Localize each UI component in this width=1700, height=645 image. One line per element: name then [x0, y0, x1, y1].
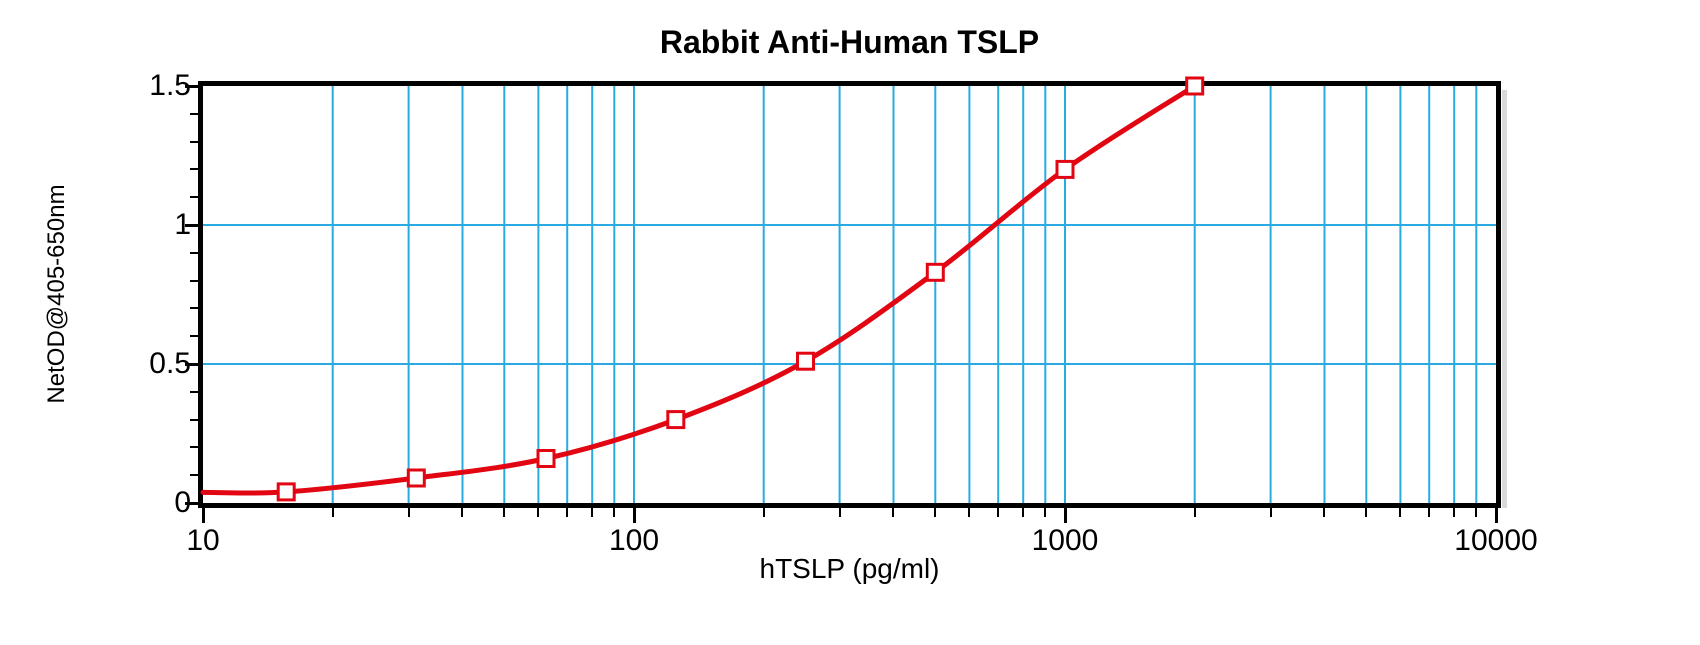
y-axis-tick-label: 1.5: [149, 69, 191, 102]
data-point-marker: [406, 468, 426, 488]
x-axis-minor-tick: [613, 508, 616, 517]
y-axis-minor-tick: [190, 196, 198, 199]
x-axis-minor-tick: [461, 508, 464, 517]
x-axis-minor-tick: [1269, 508, 1272, 517]
x-axis-tick-label: 10000: [1454, 524, 1538, 557]
x-axis-major-tick: [1494, 508, 1498, 523]
data-point-marker: [796, 351, 815, 371]
y-axis-minor-tick: [190, 279, 198, 282]
x-axis-minor-tick: [762, 508, 765, 517]
x-axis-minor-tick: [1428, 508, 1431, 517]
x-axis-minor-tick: [566, 508, 569, 517]
x-axis-minor-tick: [1022, 508, 1025, 517]
y-axis-minor-tick: [190, 307, 198, 310]
data-point-marker: [925, 262, 945, 282]
x-axis-label: hTSLP (pg/ml): [759, 553, 940, 584]
y-axis-major-tick: [185, 362, 198, 366]
x-axis-minor-tick: [407, 508, 410, 517]
y-axis-minor-tick: [190, 168, 198, 171]
x-axis-minor-tick: [997, 508, 1000, 517]
x-axis-tick-label: 10: [186, 524, 220, 557]
x-axis-major-tick: [1063, 508, 1067, 523]
y-axis-tick-label: 1: [174, 208, 191, 241]
x-axis-minor-tick: [537, 508, 540, 517]
data-point-marker: [276, 482, 296, 502]
x-axis-minor-tick: [1365, 508, 1368, 517]
y-axis-major-tick: [185, 223, 198, 227]
y-axis-major-tick: [185, 501, 198, 505]
data-point-marker: [1185, 76, 1205, 96]
y-axis-label: NetOD@405-650nm: [43, 184, 70, 404]
x-axis-minor-tick: [1193, 508, 1196, 517]
y-axis-minor-tick: [190, 140, 198, 143]
y-axis-minor-tick: [190, 335, 198, 338]
plot-area: [198, 76, 1501, 508]
y-axis-minor-tick: [190, 112, 198, 115]
data-point-marker: [666, 410, 686, 430]
y-axis-minor-tick: [190, 446, 198, 449]
y-axis-minor-tick: [190, 251, 198, 254]
chart-title: Rabbit Anti-Human TSLP: [659, 24, 1040, 60]
y-axis-minor-tick: [190, 474, 198, 477]
x-axis-minor-tick: [1044, 508, 1047, 517]
x-axis-minor-tick: [838, 508, 841, 517]
y-axis-tick-label: 0.5: [149, 347, 191, 380]
y-axis-minor-tick: [190, 418, 198, 421]
x-axis-minor-tick: [1399, 508, 1402, 517]
x-axis-minor-tick: [331, 508, 334, 517]
x-axis-major-tick: [632, 508, 636, 523]
y-axis-minor-tick: [190, 390, 198, 393]
x-axis-minor-tick: [1323, 508, 1326, 517]
plot-box-shadow: [1502, 90, 1507, 508]
x-axis-minor-tick: [591, 508, 594, 517]
y-axis-tick-label: 0: [174, 486, 191, 519]
x-axis-minor-tick: [1475, 508, 1478, 517]
x-axis-tick-label: 1000: [1031, 524, 1099, 557]
x-axis-minor-tick: [503, 508, 506, 517]
x-axis-major-tick: [201, 508, 205, 523]
data-point-marker: [536, 449, 556, 468]
standard-curve-line: [200, 83, 1198, 496]
y-axis-major-tick: [185, 84, 198, 88]
chart-canvas: [200, 76, 1496, 503]
x-axis-minor-tick: [1453, 508, 1456, 517]
x-axis-minor-tick: [892, 508, 895, 517]
x-axis-minor-tick: [968, 508, 971, 517]
x-axis-minor-tick: [934, 508, 937, 517]
x-axis-tick-label: 100: [608, 524, 660, 557]
data-point-marker: [1055, 159, 1075, 179]
